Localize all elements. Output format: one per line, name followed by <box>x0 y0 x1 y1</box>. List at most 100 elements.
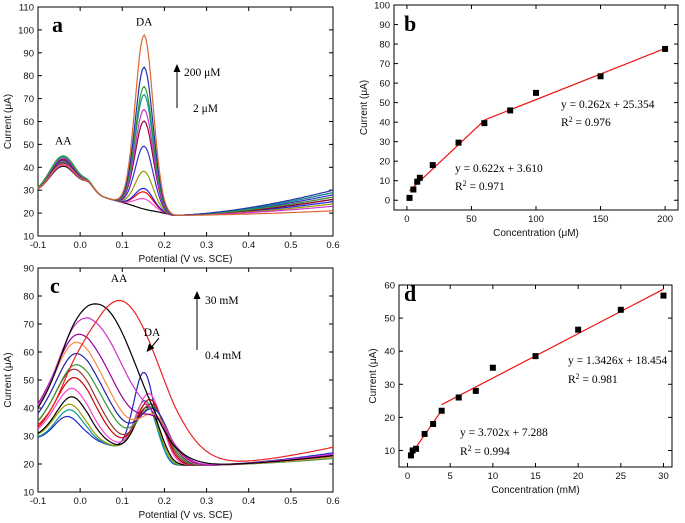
data-point <box>489 364 496 371</box>
data-point <box>429 162 436 169</box>
x-tick-label: 0 <box>405 471 410 482</box>
annotation-low-conc: 0.4 mM <box>205 350 241 362</box>
arrow-head <box>193 291 201 299</box>
voltammogram-curve <box>37 85 334 216</box>
y-tick-label: 60 <box>384 281 395 292</box>
data-point <box>413 445 420 452</box>
x-tick-label: 0.3 <box>200 240 213 251</box>
y-axis-label: Current (μA) <box>368 348 379 403</box>
x-tick-label: 0.0 <box>74 496 87 507</box>
data-point <box>617 306 624 313</box>
x-tick-label: 0.5 <box>284 240 297 251</box>
y-tick-label: 100 <box>18 25 34 36</box>
x-tick-label: 30 <box>658 471 669 482</box>
data-point <box>597 73 604 80</box>
x-tick-label: 0.2 <box>158 240 171 251</box>
voltammogram-curve <box>37 303 334 465</box>
annotation-high-conc: 200 μM <box>184 67 221 79</box>
voltammogram-curve <box>37 352 334 466</box>
annotation-low-conc: 2 μM <box>193 103 218 115</box>
y-tick-label: 110 <box>19 3 34 14</box>
x-tick-label: 50 <box>466 214 477 225</box>
voltammogram-curve <box>37 66 334 216</box>
r-squared-symbol: R <box>568 374 576 386</box>
data-point <box>407 452 414 459</box>
voltammogram-curve <box>37 371 334 466</box>
annotation-da: DA <box>144 327 161 339</box>
panel-label: d <box>404 281 416 306</box>
y-tick-label: 30 <box>379 137 390 148</box>
x-tick-label: 200 <box>657 214 673 225</box>
voltammogram-curve <box>37 33 334 216</box>
fit-equation: y = 0.622x + 3.610 <box>455 163 543 175</box>
y-tick-label: 30 <box>23 432 34 443</box>
x-tick-label: 15 <box>530 471 541 482</box>
y-tick-label: 20 <box>23 460 34 471</box>
annotation-aa: AA <box>111 273 128 285</box>
data-point <box>575 326 582 333</box>
plot-frame <box>398 284 673 468</box>
fit-equation: y = 3.702x + 7.288 <box>460 427 548 439</box>
y-tick-label: 10 <box>23 488 34 499</box>
y-tick-label: 60 <box>23 348 34 359</box>
x-tick-label: 0.3 <box>200 496 213 507</box>
panel-label: b <box>404 11 416 36</box>
r-squared-symbol: R <box>561 117 569 129</box>
voltammogram-curve <box>37 364 334 466</box>
annotation-high-conc: 30 mM <box>205 295 239 307</box>
data-point <box>507 107 514 114</box>
panel-label: a <box>52 12 63 37</box>
y-tick-label: 20 <box>23 209 34 220</box>
x-tick-label: 5 <box>448 471 453 482</box>
data-point <box>414 178 421 185</box>
y-tick-label: 90 <box>23 264 34 275</box>
fit-r-squared: R2 = 0.971 <box>455 179 505 193</box>
data-point <box>410 186 417 193</box>
x-tick-label: 0.1 <box>116 496 129 507</box>
x-tick-label: 0.4 <box>242 496 255 507</box>
voltammogram-curve <box>37 333 334 466</box>
y-tick-label: 20 <box>379 157 390 168</box>
panel-b: 0 50 100 150 200 0 10 20 30 40 50 60 70 80 90 100 Concen… <box>359 1 679 239</box>
annotation-aa: AA <box>55 135 72 147</box>
panel-a: -0.1 0.0 0.1 0.2 0.3 0.4 0.5 0.6 10 20 30 40 50 60 70 8… <box>3 3 340 266</box>
x-tick-label: -0.1 <box>30 240 46 251</box>
y-tick-label: 60 <box>379 79 390 90</box>
y-tick-label: 80 <box>23 71 34 82</box>
data-point <box>455 394 462 401</box>
voltammogram-curve <box>37 162 334 216</box>
y-tick-label: 90 <box>379 20 390 31</box>
r-squared-exponent: 2 <box>576 372 580 381</box>
data-point <box>532 353 539 360</box>
x-tick-label: 0 <box>404 214 409 225</box>
y-tick-label: 80 <box>23 292 34 303</box>
data-point <box>533 89 539 96</box>
voltammogram-curve <box>37 299 334 462</box>
y-axis-label: Current (μA) <box>3 352 14 407</box>
fit-line <box>441 288 664 406</box>
x-tick-label: 25 <box>616 471 627 482</box>
data-point <box>430 420 437 427</box>
y-tick-label: 40 <box>384 347 395 358</box>
x-tick-label: 150 <box>593 214 609 225</box>
r-squared-value: = 0.981 <box>580 374 618 386</box>
fit-r-squared: R2 = 0.976 <box>561 115 611 129</box>
data-point <box>416 174 423 181</box>
y-tick-label: 80 <box>379 40 390 51</box>
y-tick-label: 0 <box>385 196 390 207</box>
x-tick-label: 100 <box>528 214 544 225</box>
x-axis-label: Potential (V vs. SCE) <box>139 254 233 265</box>
x-tick-label: 20 <box>573 471 584 482</box>
x-tick-label: 0.1 <box>116 240 129 251</box>
y-tick-label: 50 <box>23 140 34 151</box>
r-squared-symbol: R <box>460 446 468 458</box>
da-pointer-head <box>146 343 155 352</box>
data-point <box>421 430 428 437</box>
y-tick-label: 90 <box>23 48 34 59</box>
y-axis-label: Current (μA) <box>359 80 370 135</box>
data-point <box>406 194 413 201</box>
x-tick-label: 0.0 <box>74 240 87 251</box>
y-tick-label: 70 <box>23 94 34 105</box>
x-tick-label: 0.4 <box>242 240 255 251</box>
